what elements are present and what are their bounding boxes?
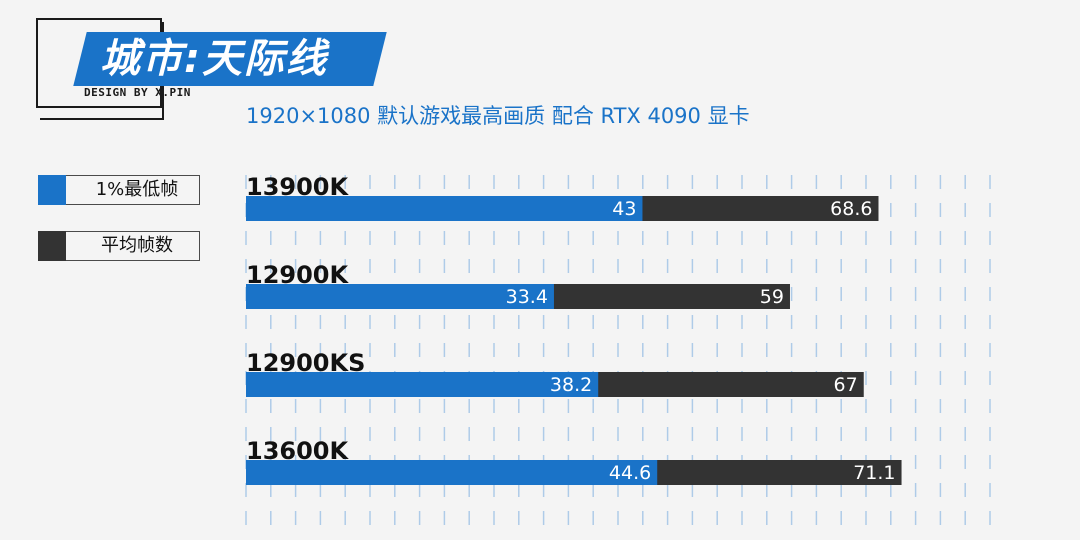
chart-subtitle: 1920×1080 默认游戏最高画质 配合 RTX 4090 显卡	[246, 104, 750, 128]
data-label-min: 43	[612, 198, 636, 220]
bar-min	[246, 196, 643, 221]
data-label-avg: 71.1	[853, 462, 895, 484]
bar-min	[246, 284, 554, 309]
data-label-avg: 67	[834, 374, 858, 396]
data-label-avg: 68.6	[830, 198, 872, 220]
legend-swatch-avg	[38, 231, 66, 261]
legend-item-min: 1%最低帧	[38, 175, 200, 205]
design-credit: DESIGN BY X.PIN	[84, 86, 191, 99]
legend-swatch-min	[38, 175, 66, 205]
legend-label-avg: 平均帧数	[101, 235, 173, 256]
data-label-min: 38.2	[550, 374, 592, 396]
bar-min	[246, 460, 658, 485]
legend-item-avg: 平均帧数	[38, 231, 200, 261]
legend-label-min: 1%最低帧	[95, 179, 179, 200]
data-label-avg: 59	[760, 286, 784, 308]
data-label-min: 44.6	[609, 462, 651, 484]
data-label-min: 33.4	[506, 286, 548, 308]
bar-min	[246, 372, 599, 397]
chart-title: 城市:天际线	[100, 36, 328, 82]
